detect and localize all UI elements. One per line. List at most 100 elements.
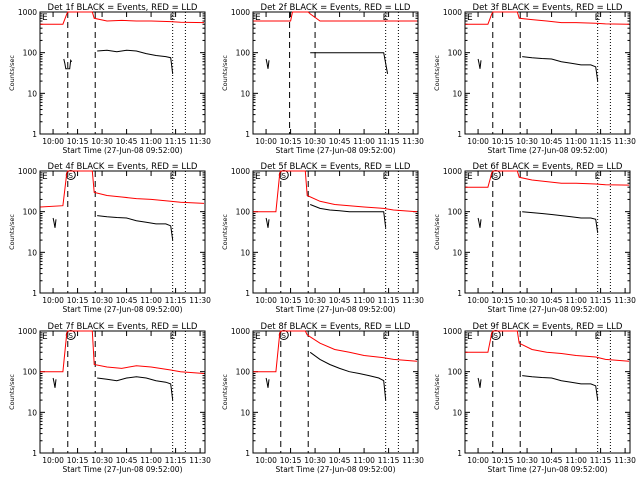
x-tick-label: 10:30: [91, 296, 113, 305]
x-tick-label: 11:30: [189, 137, 211, 146]
x-tick-label: 10:00: [255, 137, 277, 146]
panel-title: Det 3f BLACK = Events, RED = LLD: [473, 3, 623, 13]
x-tick-label: 11:00: [565, 296, 587, 305]
panel-1: Det 1f BLACK = Events, RED = LLD 1 10 100 10…: [8, 3, 211, 155]
y-axis-label: Counts/sec: [433, 374, 441, 410]
events-series-line: [522, 56, 599, 82]
x-tick-label: 10:15: [492, 296, 514, 305]
panel-title: Det 1f BLACK = Events, RED = LLD: [48, 3, 198, 13]
y-tick-label: 100: [236, 49, 251, 58]
y-tick-label: 100: [236, 208, 251, 217]
y-tick-label: 10: [240, 248, 250, 257]
x-tick-label: 10:30: [91, 137, 113, 146]
events-series-line: [265, 377, 270, 388]
panel-3: Det 3f BLACK = Events, RED = LLD 1 10 100 10…: [433, 3, 636, 155]
x-tick-label: 11:30: [402, 137, 424, 146]
annotation-mid: S: [69, 332, 74, 340]
annotation-right: E: [383, 13, 389, 23]
x-tick-label: 11:15: [165, 137, 187, 146]
x-tick-label: 10:00: [467, 296, 489, 305]
panel-4: Det 4f BLACK = Events, RED = LLD 1 10 100 10…: [8, 162, 211, 314]
y-axis-label: Counts/sec: [8, 214, 16, 250]
x-tick-label: 10:30: [304, 456, 326, 465]
x-tick-label: 10:45: [116, 456, 138, 465]
x-tick-label: 10:15: [492, 456, 514, 465]
annotation-left: E: [255, 172, 261, 182]
lld-series-line: [465, 170, 630, 188]
lld-series-line: [253, 330, 418, 373]
x-tick-label: 10:45: [329, 456, 351, 465]
y-tick-label: 100: [236, 368, 251, 377]
y-tick-label: 100: [23, 49, 38, 58]
y-axis-label: Counts/sec: [8, 374, 16, 410]
x-axis-label: Start Time (27-Jun-08 09:52:00): [276, 146, 396, 155]
panel-title: Det 7f BLACK = Events, RED = LLD: [48, 322, 198, 332]
x-tick-label: 10:30: [516, 296, 538, 305]
plot-frame: [252, 11, 419, 135]
x-tick-label: 11:15: [378, 296, 400, 305]
x-tick-label: 10:15: [280, 296, 302, 305]
x-tick-label: 11:00: [140, 456, 162, 465]
annotation-right: E: [170, 332, 176, 342]
y-axis-label: Counts/sec: [8, 55, 16, 91]
y-axis-label: Counts/sec: [433, 214, 441, 250]
x-tick-label: 11:30: [614, 296, 636, 305]
y-tick-label: 10: [452, 89, 462, 98]
events-series-line: [522, 375, 599, 401]
annotation-right: E: [595, 332, 601, 342]
x-tick-label: 11:15: [590, 456, 612, 465]
y-tick-label: 100: [23, 368, 38, 377]
annotation-mid: S: [282, 332, 287, 340]
annotation-right: E: [595, 13, 601, 23]
annotation-right: E: [383, 172, 389, 182]
x-axis-label: Start Time (27-Jun-08 09:52:00): [63, 305, 183, 314]
y-tick-label: 1000: [231, 8, 250, 17]
events-series-line: [97, 49, 174, 74]
y-tick-label: 10: [240, 408, 250, 417]
events-series-line: [52, 217, 57, 228]
x-tick-label: 11:15: [165, 296, 187, 305]
y-tick-label: 1000: [18, 167, 37, 176]
x-tick-label: 10:45: [329, 296, 351, 305]
annotation-left: E: [42, 332, 48, 342]
x-tick-label: 10:45: [116, 137, 138, 146]
lld-series-line: [253, 170, 418, 213]
y-axis-label: Counts/sec: [433, 55, 441, 91]
y-tick-label: 100: [448, 368, 463, 377]
plot-frame: [252, 330, 419, 454]
y-tick-label: 1: [457, 289, 462, 298]
events-series-line: [477, 377, 482, 388]
y-tick-label: 100: [448, 49, 463, 58]
lld-series-line: [465, 11, 630, 25]
y-tick-label: 10: [452, 408, 462, 417]
x-axis-label: Start Time (27-Jun-08 09:52:00): [276, 465, 396, 474]
y-tick-label: 1000: [443, 8, 462, 17]
x-tick-label: 10:15: [280, 456, 302, 465]
annotation-right: E: [170, 172, 176, 182]
x-tick-label: 10:00: [42, 137, 64, 146]
x-tick-label: 10:00: [467, 137, 489, 146]
events-series-line: [63, 58, 73, 70]
x-tick-label: 11:15: [378, 456, 400, 465]
events-series-line: [265, 58, 270, 69]
lld-series-line: [40, 170, 205, 208]
panel-8: Det 8f BLACK = Events, RED = LLD 1 10 100 10…: [221, 322, 424, 474]
annotation-left: E: [467, 332, 473, 342]
plot-frame: [464, 170, 631, 294]
lld-series-line: [40, 11, 205, 25]
x-tick-label: 10:45: [541, 296, 563, 305]
x-axis-label: Start Time (27-Jun-08 09:52:00): [63, 146, 183, 155]
lld-series-line: [40, 330, 205, 374]
x-axis-label: Start Time (27-Jun-08 09:52:00): [488, 146, 608, 155]
lld-series-line: [465, 330, 630, 362]
x-tick-label: 10:30: [516, 137, 538, 146]
panel-title: Det 8f BLACK = Events, RED = LLD: [261, 322, 411, 332]
y-tick-label: 10: [27, 408, 37, 417]
y-axis-label: Counts/sec: [221, 374, 229, 410]
x-tick-label: 11:30: [402, 456, 424, 465]
y-tick-label: 1: [245, 130, 250, 139]
events-series-line: [310, 52, 389, 74]
annotation-mid: S: [494, 172, 499, 180]
panel-6: Det 6f BLACK = Events, RED = LLD 1 10 100 10…: [433, 162, 636, 314]
events-series-line: [265, 217, 270, 228]
